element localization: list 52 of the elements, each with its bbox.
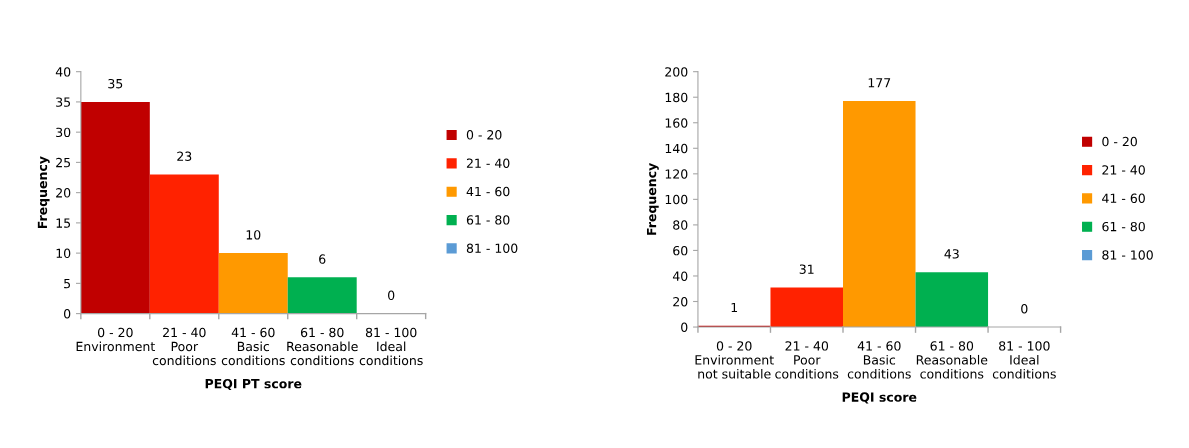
y-tick-label: 200 — [665, 67, 688, 77]
data-label: 1 — [731, 302, 738, 313]
legend-label: 81 - 100 — [1102, 250, 1153, 260]
legend-label: 21 - 40 — [466, 158, 510, 168]
data-label: 6 — [319, 254, 326, 264]
legend-label: 21 - 40 — [1102, 165, 1145, 175]
data-label: 177 — [868, 78, 891, 88]
data-label: 23 — [177, 151, 192, 161]
y-tick-label: 80 — [673, 220, 688, 230]
legend-label: 81 - 100 — [466, 243, 518, 253]
y-tick-label: 25 — [56, 157, 71, 168]
data-label: 10 — [246, 230, 261, 240]
legend-label: 0 - 20 — [1102, 136, 1137, 147]
y-tick-label: 180 — [665, 92, 688, 103]
y-tick-label: 5 — [64, 279, 71, 289]
y-tick-label: 20 — [56, 188, 71, 198]
y-tick-label: 40 — [55, 67, 71, 77]
x-tick-label: 0 - 20 Environment not suitable — [695, 341, 774, 379]
legend-label: 41 - 60 — [466, 186, 510, 197]
x-tick-label: 81 - 100 Ideal conditions — [359, 327, 423, 366]
data-label: 43 — [944, 249, 959, 259]
y-tick-label: 20 — [673, 296, 688, 307]
y-tick-label: 120 — [665, 169, 688, 179]
legend-label: 61 - 80 — [466, 215, 510, 225]
x-axis-title: PEQI score — [842, 392, 917, 404]
x-tick-label: 61 - 80 Reasonable conditions — [287, 327, 358, 366]
y-tick-label: 140 — [665, 143, 688, 154]
y-tick-label: 160 — [665, 118, 688, 128]
legend-label: 41 - 60 — [1102, 193, 1145, 203]
x-tick-label: 41 - 60 Basic conditions — [221, 327, 285, 366]
x-tick-label: 81 - 100 Ideal conditions — [992, 341, 1056, 379]
legend-label: 0 - 20 — [466, 130, 502, 140]
x-tick-label: 61 - 80 Reasonable conditions — [916, 341, 988, 379]
data-label: 0 — [388, 290, 395, 301]
x-tick-label: 41 - 60 Basic conditions — [847, 341, 911, 379]
y-tick-label: 40 — [672, 271, 688, 281]
y-tick-label: 10 — [56, 248, 71, 259]
x-tick-label: 21 - 40 Poor conditions — [775, 341, 839, 379]
data-label: 31 — [799, 264, 814, 274]
legend-label: 61 - 80 — [1102, 221, 1145, 232]
y-tick-label: 0 — [64, 309, 71, 319]
y-axis-title: Frequency — [37, 156, 50, 229]
y-tick-label: 35 — [56, 97, 71, 107]
x-axis-title: PEQI PT score — [205, 378, 302, 391]
y-tick-label: 60 — [673, 245, 688, 256]
y-tick-label: 100 — [665, 194, 688, 205]
data-label: 35 — [108, 78, 123, 89]
y-axis-title: Frequency — [647, 163, 659, 235]
y-tick-label: 15 — [56, 218, 71, 228]
y-tick-label: 0 — [681, 322, 688, 332]
y-tick-label: 30 — [56, 127, 71, 138]
data-label: 0 — [1021, 304, 1028, 314]
